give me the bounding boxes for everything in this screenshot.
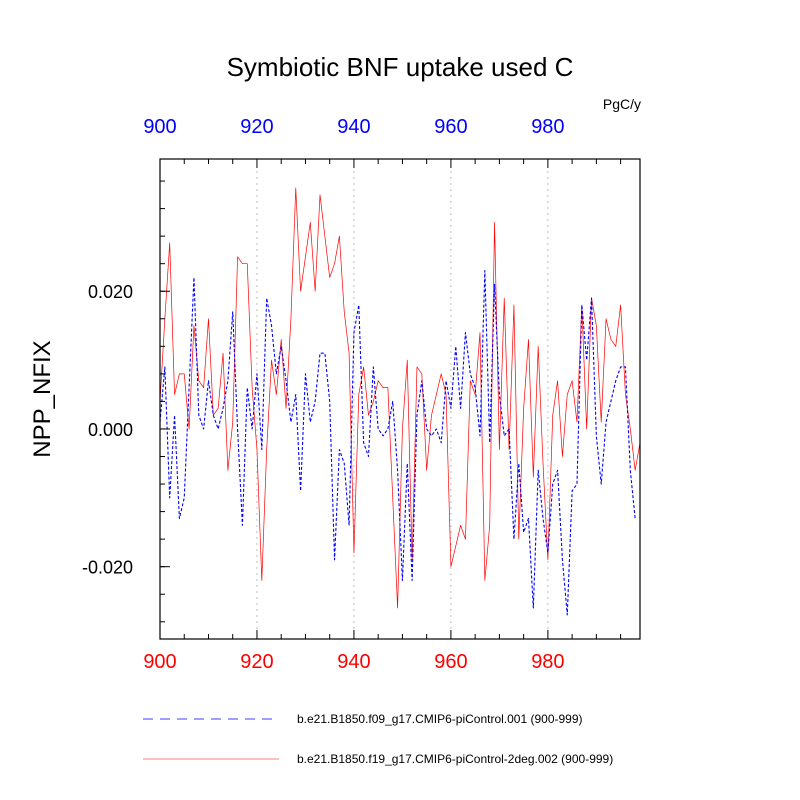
- x-tick-label-bottom: 920: [240, 651, 273, 673]
- x-tick-label-top: 900: [143, 116, 176, 138]
- x-tick-label-top: 920: [240, 116, 273, 138]
- x-tick-label-top: 980: [531, 116, 564, 138]
- y-tick-label: 0.020: [88, 282, 133, 302]
- y-tick-label: -0.020: [82, 558, 133, 578]
- plot-series: [159, 187, 641, 616]
- plot-frame: [159, 158, 641, 640]
- legend-label-series-1: b.e21.B1850.f09_g17.CMIP6-piControl.001 …: [297, 712, 583, 726]
- x-gridlines: [256, 159, 549, 639]
- x-tick-label-bottom: 940: [337, 651, 370, 673]
- y-tick-label: 0.000: [88, 420, 133, 440]
- y-axis-label: NPP_NFIX: [29, 340, 56, 457]
- legend-label-series-2: b.e21.B1850.f19_g17.CMIP6-piControl-2deg…: [297, 752, 613, 766]
- series-line-2: [159, 187, 641, 609]
- units-label: PgC/y: [603, 96, 641, 112]
- x-tick-label-top: 940: [337, 116, 370, 138]
- axes: 900 900 920 920 940 940 960 960 980 980 -0.020 0.00…: [82, 116, 641, 673]
- chart-title: Symbiotic BNF uptake used C: [227, 52, 574, 82]
- x-tick-label-bottom: 960: [434, 651, 467, 673]
- x-tick-label-bottom: 980: [531, 651, 564, 673]
- legend: b.e21.B1850.f09_g17.CMIP6-piControl.001 …: [143, 712, 613, 766]
- series-line-1: [159, 270, 636, 616]
- x-tick-label-top: 960: [434, 116, 467, 138]
- x-tick-label-bottom: 900: [143, 651, 176, 673]
